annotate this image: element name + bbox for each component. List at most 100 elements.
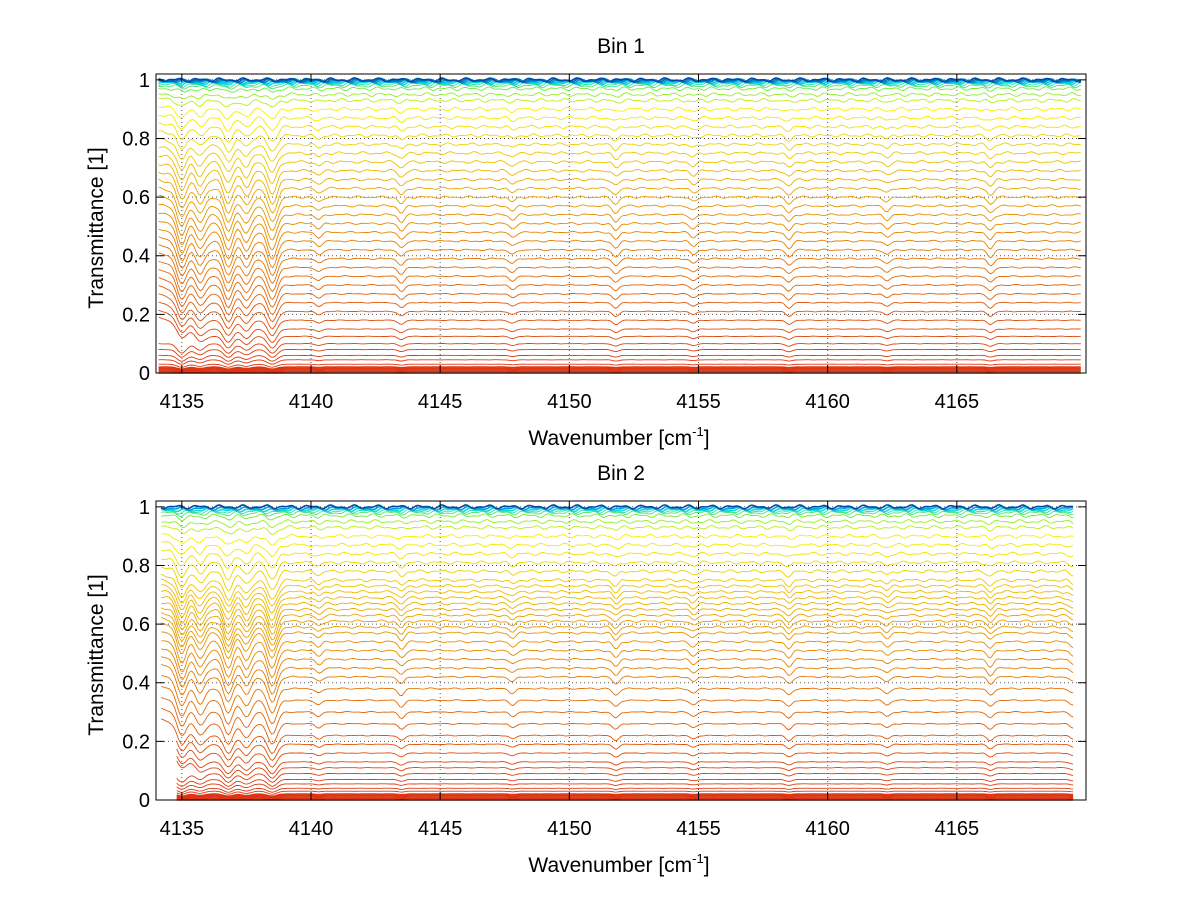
series-line [161, 590, 1074, 622]
x-ticks: 4135 4140 4145 4150 4155 4160 4165 [160, 501, 980, 840]
series-line [158, 293, 1081, 330]
y-axis-label: Transmittance [1] [85, 574, 108, 735]
series-group [160, 503, 1074, 801]
series-line [158, 301, 1081, 337]
series-line [158, 316, 1081, 349]
series-line [161, 573, 1074, 602]
series-line [158, 244, 1081, 285]
series-line [158, 309, 1081, 344]
series-line [158, 76, 1082, 83]
x-axis-label: Wavenumber [cm-1] [528, 424, 709, 450]
x-tick-label: 4150 [547, 391, 592, 413]
series-line [176, 794, 1074, 799]
series-line [161, 584, 1074, 614]
series-line [158, 97, 1081, 108]
series-line [158, 138, 1081, 163]
series-line [158, 369, 1081, 372]
y-tick-label: 0.6 [122, 614, 150, 636]
series-line [158, 363, 1081, 368]
series-line [161, 602, 1074, 635]
series-line [161, 578, 1074, 607]
x-tick-label: 4145 [418, 391, 463, 413]
series-line [158, 195, 1081, 233]
series-line [158, 260, 1081, 301]
series-line [161, 631, 1074, 669]
y-tick-label: 0.2 [122, 304, 150, 326]
x-tick-label: 4140 [289, 818, 334, 840]
series-line [158, 228, 1081, 269]
y-tick-label: 0 [139, 790, 150, 812]
series-line [161, 648, 1074, 687]
series-line [160, 505, 1074, 512]
series-line [176, 790, 1074, 795]
series-line [176, 760, 1074, 779]
series-line [176, 772, 1074, 783]
y-ticks: 0 0.2 0.4 0.6 0.8 1 [122, 497, 1086, 812]
series-line [158, 252, 1081, 293]
series-line [158, 348, 1081, 358]
y-tick-label: 1 [139, 497, 150, 519]
series-line [161, 558, 1074, 581]
series-line [158, 236, 1081, 277]
x-tick-label: 4155 [676, 391, 721, 413]
series-line [158, 86, 1081, 93]
chart-title: Bin 2 [597, 462, 645, 485]
series-line [161, 616, 1074, 654]
series-group [158, 76, 1082, 374]
series-line [161, 596, 1074, 629]
series-line [176, 793, 1074, 798]
series-line [176, 783, 1074, 790]
y-tick-label: 0.4 [122, 246, 150, 268]
series-line [161, 549, 1074, 569]
series-line [176, 748, 1074, 768]
y-tick-label: 0.2 [122, 731, 150, 753]
series-line [158, 122, 1081, 144]
x-axis-label: Wavenumber [cm-1] [528, 851, 709, 877]
y-tick-label: 0.4 [122, 673, 150, 695]
series-line [158, 203, 1081, 242]
x-tick-label: 4135 [160, 818, 205, 840]
series-line [161, 707, 1074, 746]
series-line [160, 611, 1074, 648]
series-line [161, 510, 1074, 518]
y-axis-label: Transmittance [1] [85, 147, 108, 308]
x-ticks: 4135 4140 4145 4150 4155 4160 4165 [160, 74, 979, 413]
series-line [158, 370, 1081, 373]
subplot-bin-2: Bin 2 4135 4140 4145 4150 4155 4160 4165 00.20… [85, 462, 1087, 877]
series-line [158, 285, 1081, 323]
series-line [158, 277, 1081, 316]
x-tick-label: 4155 [676, 818, 721, 840]
series-line [161, 525, 1074, 535]
series-line [161, 513, 1074, 521]
series-line [160, 607, 1074, 642]
series-line [158, 212, 1081, 251]
series-line [176, 787, 1074, 793]
series-line [161, 696, 1074, 736]
x-tick-label: 4165 [935, 818, 980, 840]
x-tick-label: 4150 [547, 818, 592, 840]
series-line [176, 797, 1074, 800]
series-line [161, 566, 1074, 592]
series-line [161, 533, 1074, 546]
series-line [161, 519, 1074, 529]
axes-box [155, 500, 1087, 801]
series-line [161, 674, 1074, 714]
series-line [158, 343, 1081, 354]
series-line [161, 541, 1074, 558]
series-line [158, 359, 1081, 365]
series-line [161, 718, 1074, 755]
x-tick-label: 4140 [289, 391, 334, 413]
series-line [158, 269, 1081, 309]
series-line [158, 130, 1081, 154]
series-line [158, 114, 1081, 132]
series-line [158, 163, 1081, 195]
series-line [158, 92, 1081, 100]
series-line [158, 221, 1081, 260]
x-tick-label: 4160 [805, 391, 850, 413]
series-line [158, 186, 1081, 224]
y-ticks: 0 0.2 0.4 0.6 0.8 1 [122, 70, 1086, 385]
series-line [161, 656, 1074, 695]
series-line [161, 663, 1074, 703]
series-line [160, 503, 1074, 510]
y-tick-label: 1 [139, 70, 150, 92]
